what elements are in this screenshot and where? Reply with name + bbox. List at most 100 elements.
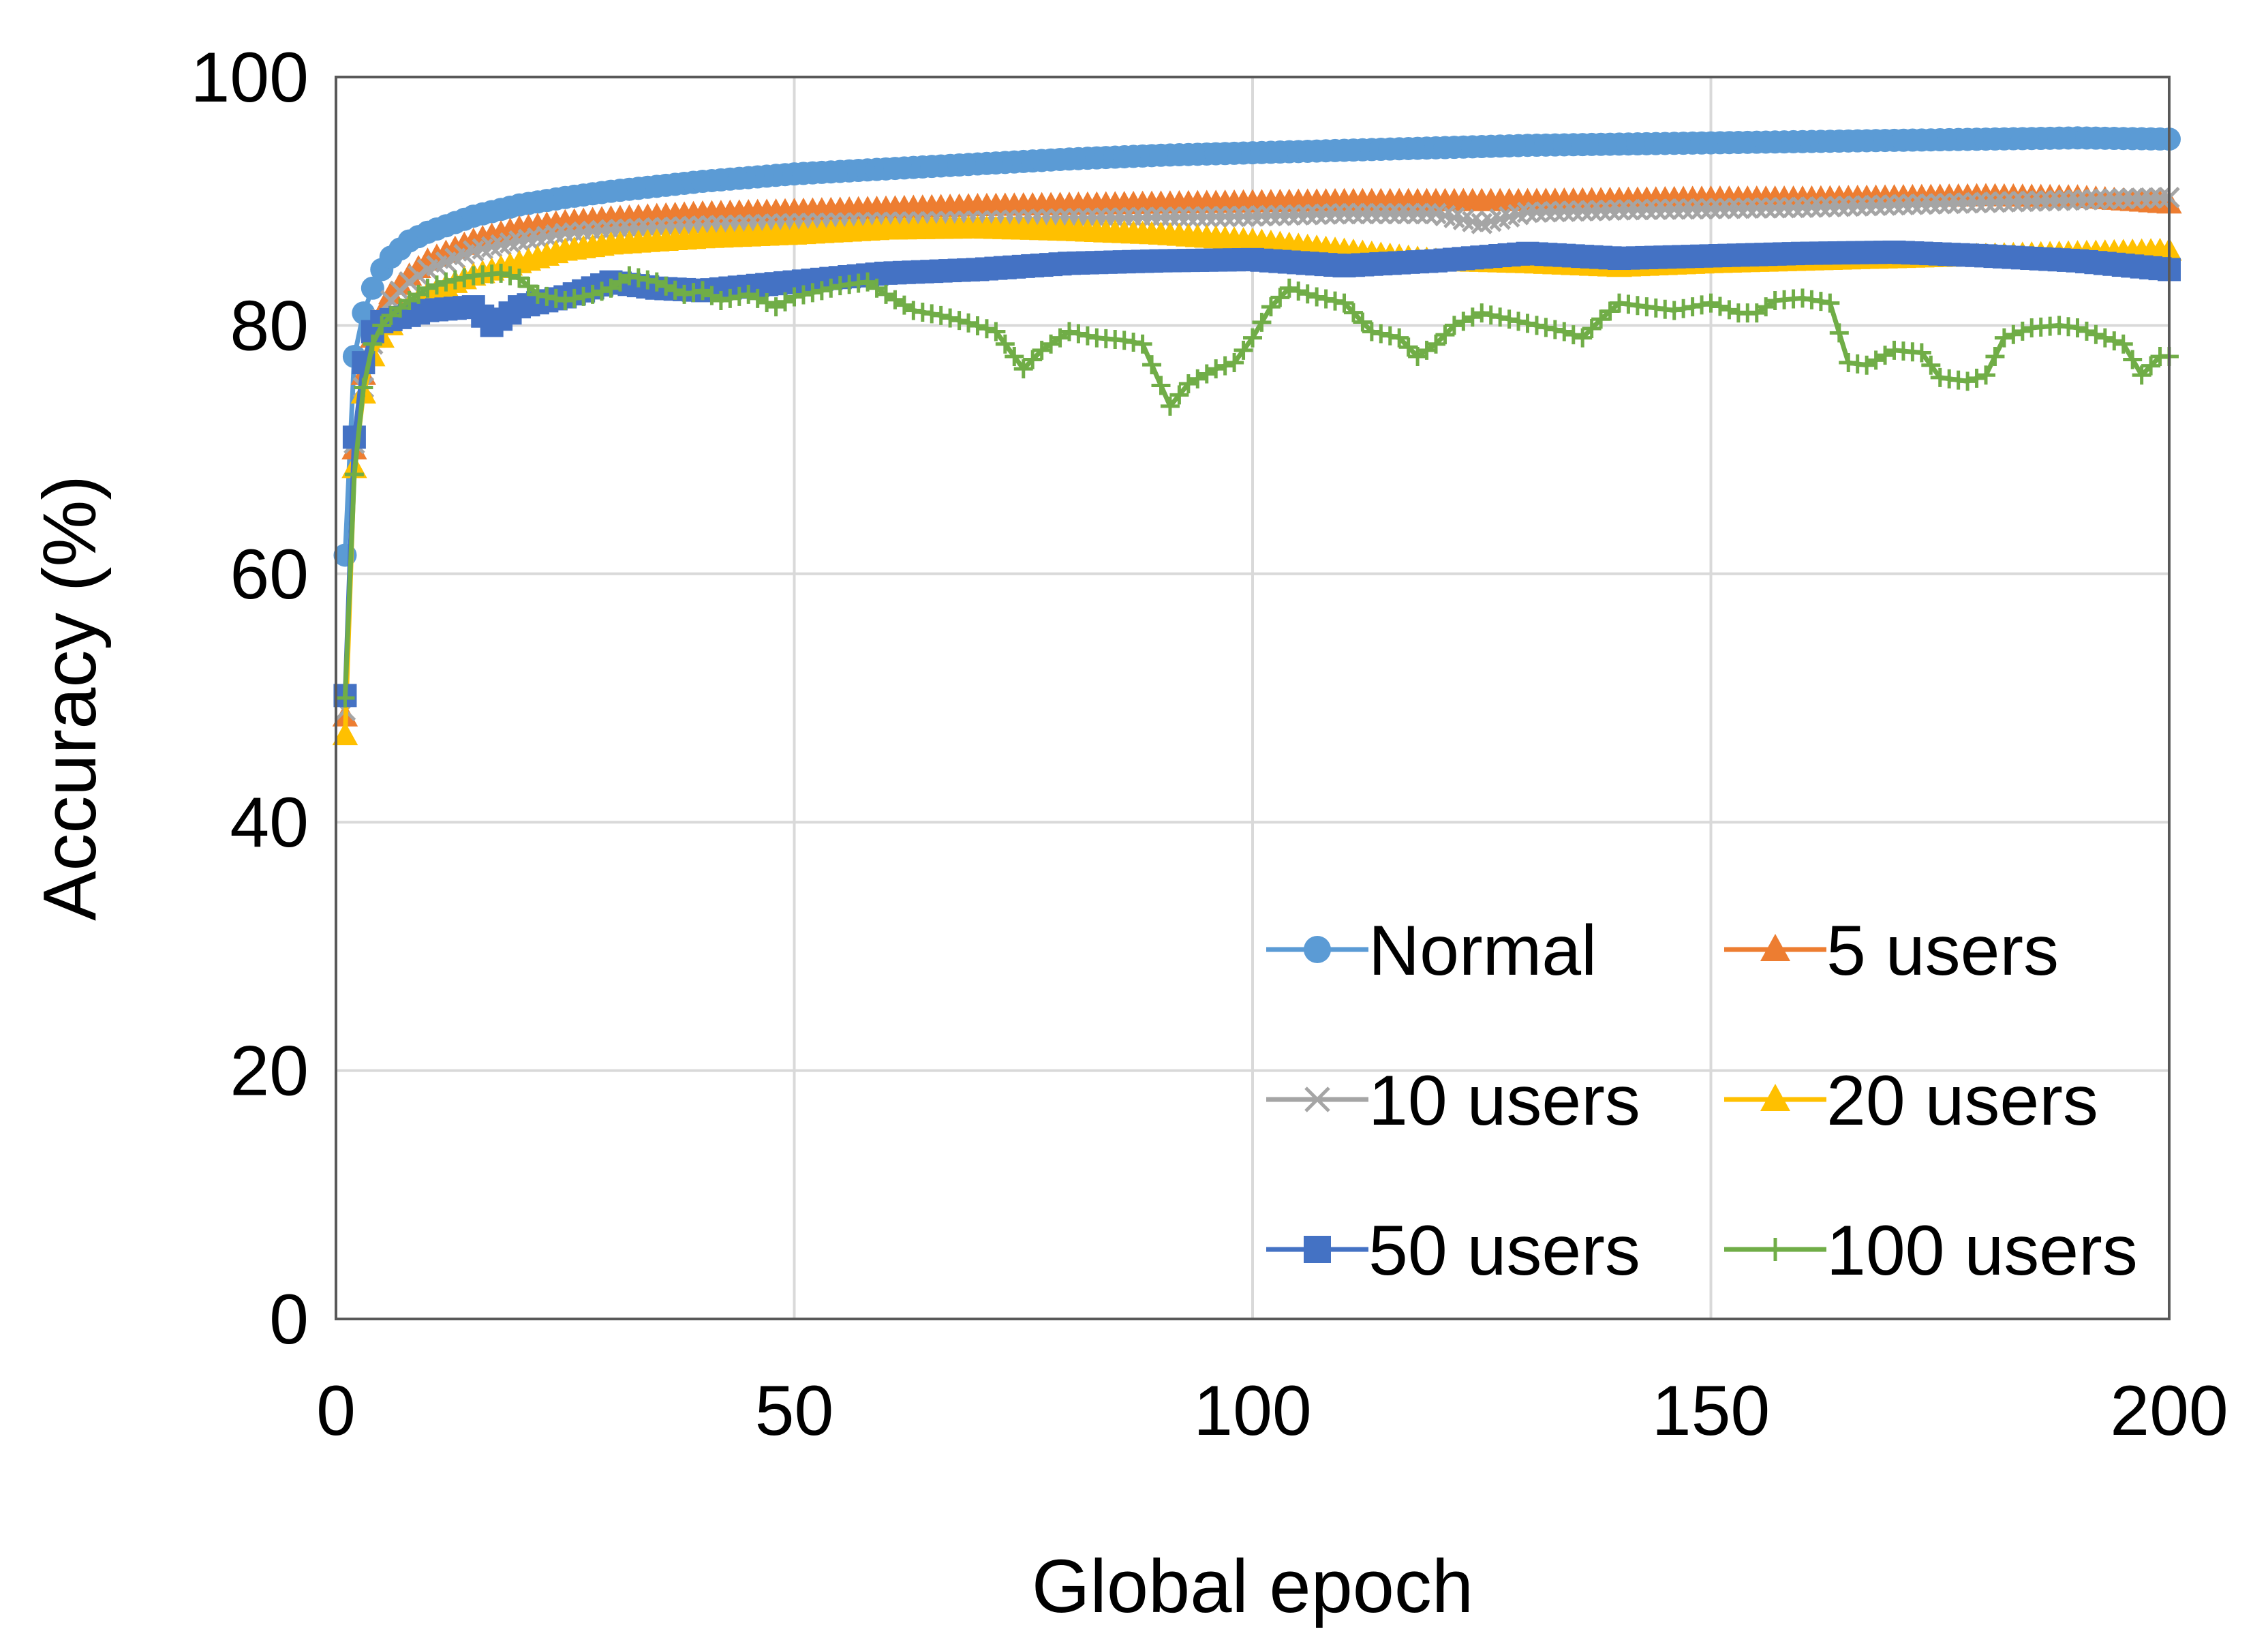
data-point: [1122, 207, 1144, 229]
data-point: [959, 313, 979, 333]
data-point: [1764, 197, 1786, 219]
x-tick-label: 50: [755, 1371, 834, 1451]
legend-item: 50 users: [1266, 1211, 1640, 1290]
data-point: [1233, 340, 1253, 360]
data-point: [1380, 326, 1400, 346]
data-point: [1242, 205, 1263, 227]
data-point: [1755, 197, 1777, 219]
data-point: [2085, 188, 2107, 211]
data-point: [1608, 199, 1630, 221]
data-point: [2113, 334, 2133, 354]
data-point: [408, 264, 429, 287]
data-point: [757, 292, 777, 312]
data-point: [986, 322, 1006, 341]
y-tick-label: 80: [230, 286, 309, 365]
data-point: [1306, 203, 1328, 226]
data-point: [1883, 194, 1905, 216]
x-axis-ticks: 0 50 100 150 200: [316, 1371, 2228, 1451]
data-point: [1370, 202, 1392, 225]
data-point: [1296, 204, 1319, 226]
data-point: [1636, 198, 1658, 221]
data-point: [2048, 189, 2070, 211]
legend-label: 20 users: [1826, 1061, 2098, 1140]
data-point: [398, 271, 420, 293]
data-point: [1590, 199, 1612, 222]
data-point: [2021, 190, 2043, 212]
data-point: [1509, 312, 1529, 331]
data-point: [1994, 328, 2014, 348]
data-point: [500, 266, 520, 286]
data-point: [1351, 202, 1374, 225]
data-point: [1390, 328, 1409, 348]
data-point: [1516, 201, 1539, 224]
data-point: [2039, 189, 2061, 212]
data-point: [1435, 325, 1455, 345]
data-point: [1527, 316, 1546, 335]
data-point: [581, 220, 604, 243]
y-tick-label: 0: [269, 1280, 309, 1359]
data-point: [1343, 202, 1364, 225]
data-point: [720, 288, 740, 308]
data-point: [592, 282, 612, 301]
data-point: [1920, 193, 1942, 215]
data-point: [1700, 198, 1722, 219]
data-point: [821, 278, 841, 298]
data-point: [2029, 190, 2052, 212]
data-point: [1745, 197, 1768, 219]
data-point: [361, 276, 384, 300]
data-point: [2140, 187, 2162, 209]
legend-item: 10 users: [1266, 1061, 1640, 1140]
data-point: [1316, 289, 1336, 309]
data-point: [1664, 301, 1684, 320]
data-point: [1131, 207, 1154, 229]
x-axis-title: Global epoch: [1032, 1545, 1473, 1628]
legend-item: 100 users: [1724, 1211, 2138, 1290]
data-point: [784, 287, 804, 307]
data-point: [647, 272, 666, 292]
data-point: [1353, 312, 1373, 332]
data-point: [436, 272, 456, 292]
data-point: [1462, 307, 1482, 327]
series-normal: [333, 126, 2181, 567]
data-point: [1829, 323, 1849, 343]
y-tick-label: 100: [190, 38, 309, 117]
data-point: [1225, 353, 1244, 373]
data-point: [1645, 198, 1667, 220]
data-point: [1709, 198, 1731, 219]
data-point: [1875, 346, 1895, 365]
data-point: [1324, 203, 1346, 225]
data-point: [1773, 196, 1795, 219]
data-point: [1965, 192, 1988, 214]
data-point: [1701, 293, 1721, 313]
data-point: [2002, 191, 2025, 213]
data-point: [1691, 198, 1713, 220]
data-point: [1214, 205, 1236, 228]
data-point: [1984, 191, 2006, 213]
data-point: [344, 465, 364, 485]
data-point: [748, 288, 767, 308]
data-point: [2012, 321, 2032, 341]
data-point: [2121, 187, 2143, 209]
data-point: [1975, 192, 1997, 213]
data-point: [2104, 331, 2124, 351]
data-point: [1545, 320, 1565, 339]
data-point: [2149, 187, 2171, 209]
x-tick-label: 0: [316, 1371, 356, 1451]
data-point: [1800, 196, 1823, 218]
data-point: [1426, 334, 1445, 354]
data-point: [812, 281, 831, 301]
data-point: [1718, 198, 1741, 219]
data-point: [1252, 312, 1272, 332]
data-point: [1921, 355, 1941, 375]
data-point: [1362, 322, 1381, 341]
data-point: [1195, 206, 1218, 228]
data-point: [427, 275, 446, 295]
data-point: [1269, 204, 1291, 226]
data-point: [1912, 343, 1931, 363]
data-point: [1672, 198, 1694, 220]
data-point: [342, 425, 366, 449]
data-point: [1186, 206, 1209, 228]
data-point: [1582, 318, 1602, 338]
